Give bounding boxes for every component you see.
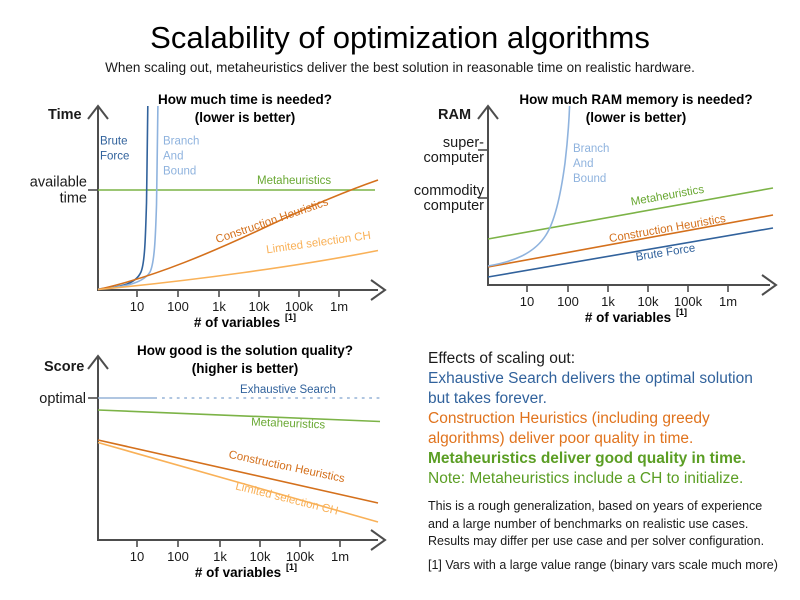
x-tick-label: 1k — [212, 299, 226, 314]
effects-notes-block: Effects of scaling out: Exhaustive Searc… — [428, 349, 792, 574]
disclaimer-line3: Results may differ per use case and per … — [428, 534, 765, 548]
limited-selection-ch-label: Limited selection CH — [234, 481, 339, 518]
branch-and-bound-label-line2: And — [163, 151, 183, 163]
construction-heuristics-curve — [97, 179, 379, 291]
disclaimer-line2: and a large number of benchmarks on real… — [428, 516, 749, 531]
brute-force-label: Brute Force — [635, 242, 696, 263]
x-tick-label: 10k — [638, 294, 659, 309]
score-x-axis-arrow-icon — [370, 529, 387, 551]
score-chart: How good is the solution quality? (highe… — [39, 343, 387, 580]
metaheuristics-label: Metaheuristics — [630, 184, 705, 209]
brute-force-label-line2: Force — [100, 151, 129, 163]
construction-heuristics-label: Construction Heuristics — [228, 449, 346, 485]
ram-x-axis-footnote-marker: [1] — [676, 307, 687, 317]
construction-heuristics-line — [487, 214, 774, 268]
ram-y-axis-label: RAM — [438, 107, 471, 123]
time-chart-title: How much time is needed? — [158, 92, 332, 107]
x-tick-label: 100 — [557, 294, 579, 309]
construction-heuristics-label: Construction Heuristics — [608, 213, 727, 245]
x-tick-label: 1k — [601, 294, 615, 309]
construction-heuristics-line — [97, 439, 379, 504]
x-tick-label: 10 — [520, 294, 534, 309]
x-tick-label: 10k — [250, 549, 271, 564]
ram-chart-title: How much RAM memory is needed? — [519, 92, 752, 107]
limited-selection-ch-line — [97, 441, 379, 523]
x-tick-label: 100k — [286, 549, 315, 564]
branch-and-bound-label-line1: Branch — [163, 136, 199, 148]
x-tick-label: 1m — [331, 549, 349, 564]
limited-selection-ch-curve — [97, 249, 379, 291]
time-chart-subtitle: (lower is better) — [195, 110, 296, 125]
metaheuristics-label: Metaheuristics — [257, 175, 331, 187]
note-metaheuristics-bold: Metaheuristics deliver good quality in t… — [428, 450, 746, 467]
metaheuristics-line — [487, 187, 774, 240]
x-tick-label: 100k — [674, 294, 703, 309]
metaheuristics-line — [97, 409, 381, 423]
time-x-axis-footnote-marker: [1] — [285, 312, 296, 322]
ram-axes — [487, 107, 770, 286]
note-construction-line1: Construction Heuristics (including greed… — [428, 410, 710, 427]
time-chart: How much time is needed? (lower is bette… — [30, 92, 387, 330]
score-axes — [97, 357, 378, 541]
brute-force-line — [487, 227, 774, 278]
branch-and-bound-curve — [487, 105, 571, 267]
disclaimer-line1: This is a rough generalization, based on… — [428, 499, 763, 513]
score-y-axis-label: Score — [44, 359, 84, 375]
x-tick-label: 10k — [249, 299, 270, 314]
x-tick-label: 1m — [330, 299, 348, 314]
time-x-axis-arrow-icon — [370, 279, 387, 301]
branch-and-bound-curve — [97, 105, 159, 290]
page-subtitle: When scaling out, metaheuristics deliver… — [105, 60, 695, 75]
time-axes — [97, 107, 378, 291]
score-y-axis-arrow-icon — [87, 354, 109, 370]
score-x-axis-footnote-marker: [1] — [286, 562, 297, 572]
x-tick-label: 1k — [213, 549, 227, 564]
time-x-axis-label: # of variables — [194, 315, 280, 330]
score-chart-subtitle: (higher is better) — [192, 361, 299, 376]
note-exhaustive-line2: but takes forever. — [428, 390, 547, 407]
time-y-axis-label: Time — [48, 107, 82, 123]
x-tick-label: 1m — [719, 294, 737, 309]
limited-selection-ch-label: Limited selection CH — [266, 230, 372, 257]
effects-heading: Effects of scaling out: — [428, 350, 576, 367]
note-exhaustive-line1: Exhaustive Search delivers the optimal s… — [428, 370, 753, 387]
ram-chart-subtitle: (lower is better) — [586, 110, 687, 125]
score-x-axis-label: # of variables — [195, 565, 281, 580]
x-tick-label: 100 — [167, 549, 189, 564]
ram-y-axis-arrow-icon — [477, 104, 499, 120]
time-y-axis-arrow-icon — [87, 104, 109, 120]
commodity-computer-label-line2: computer — [424, 198, 485, 214]
note-construction-line2: algorithms) deliver poor quality in time… — [428, 430, 694, 447]
branch-and-bound-label-line2: And — [573, 158, 593, 170]
ram-x-axis-label: # of variables — [585, 310, 671, 325]
ram-chart: How much RAM memory is needed? (lower is… — [414, 92, 778, 325]
note-metaheuristics-ch: Note: Metaheuristics include a CH to ini… — [428, 470, 744, 487]
commodity-computer-label-line1: commodity — [414, 183, 485, 199]
metaheuristics-label: Metaheuristics — [251, 417, 326, 432]
brute-force-label-line1: Brute — [100, 136, 128, 148]
footnote-vars: [1] Vars with a large value range (binar… — [428, 557, 778, 572]
available-time-label-line1: available — [30, 175, 87, 191]
branch-and-bound-label-line3: Bound — [573, 173, 606, 185]
super-computer-label-line1: super- — [443, 135, 484, 151]
available-time-label-line2: time — [60, 191, 87, 207]
x-tick-label: 10 — [130, 549, 144, 564]
super-computer-label-line2: computer — [424, 150, 485, 166]
brute-force-curve — [97, 105, 149, 290]
x-tick-label: 100 — [167, 299, 189, 314]
branch-and-bound-label-line3: Bound — [163, 166, 196, 178]
branch-and-bound-label-line1: Branch — [573, 143, 609, 155]
x-tick-label: 100k — [285, 299, 314, 314]
x-tick-label: 10 — [130, 299, 144, 314]
ram-x-axis-arrow-icon — [761, 274, 778, 296]
score-chart-title: How good is the solution quality? — [137, 343, 353, 358]
page-title: Scalability of optimization algorithms — [150, 20, 650, 55]
optimal-label: optimal — [39, 391, 86, 407]
exhaustive-search-label: Exhaustive Search — [240, 384, 336, 396]
